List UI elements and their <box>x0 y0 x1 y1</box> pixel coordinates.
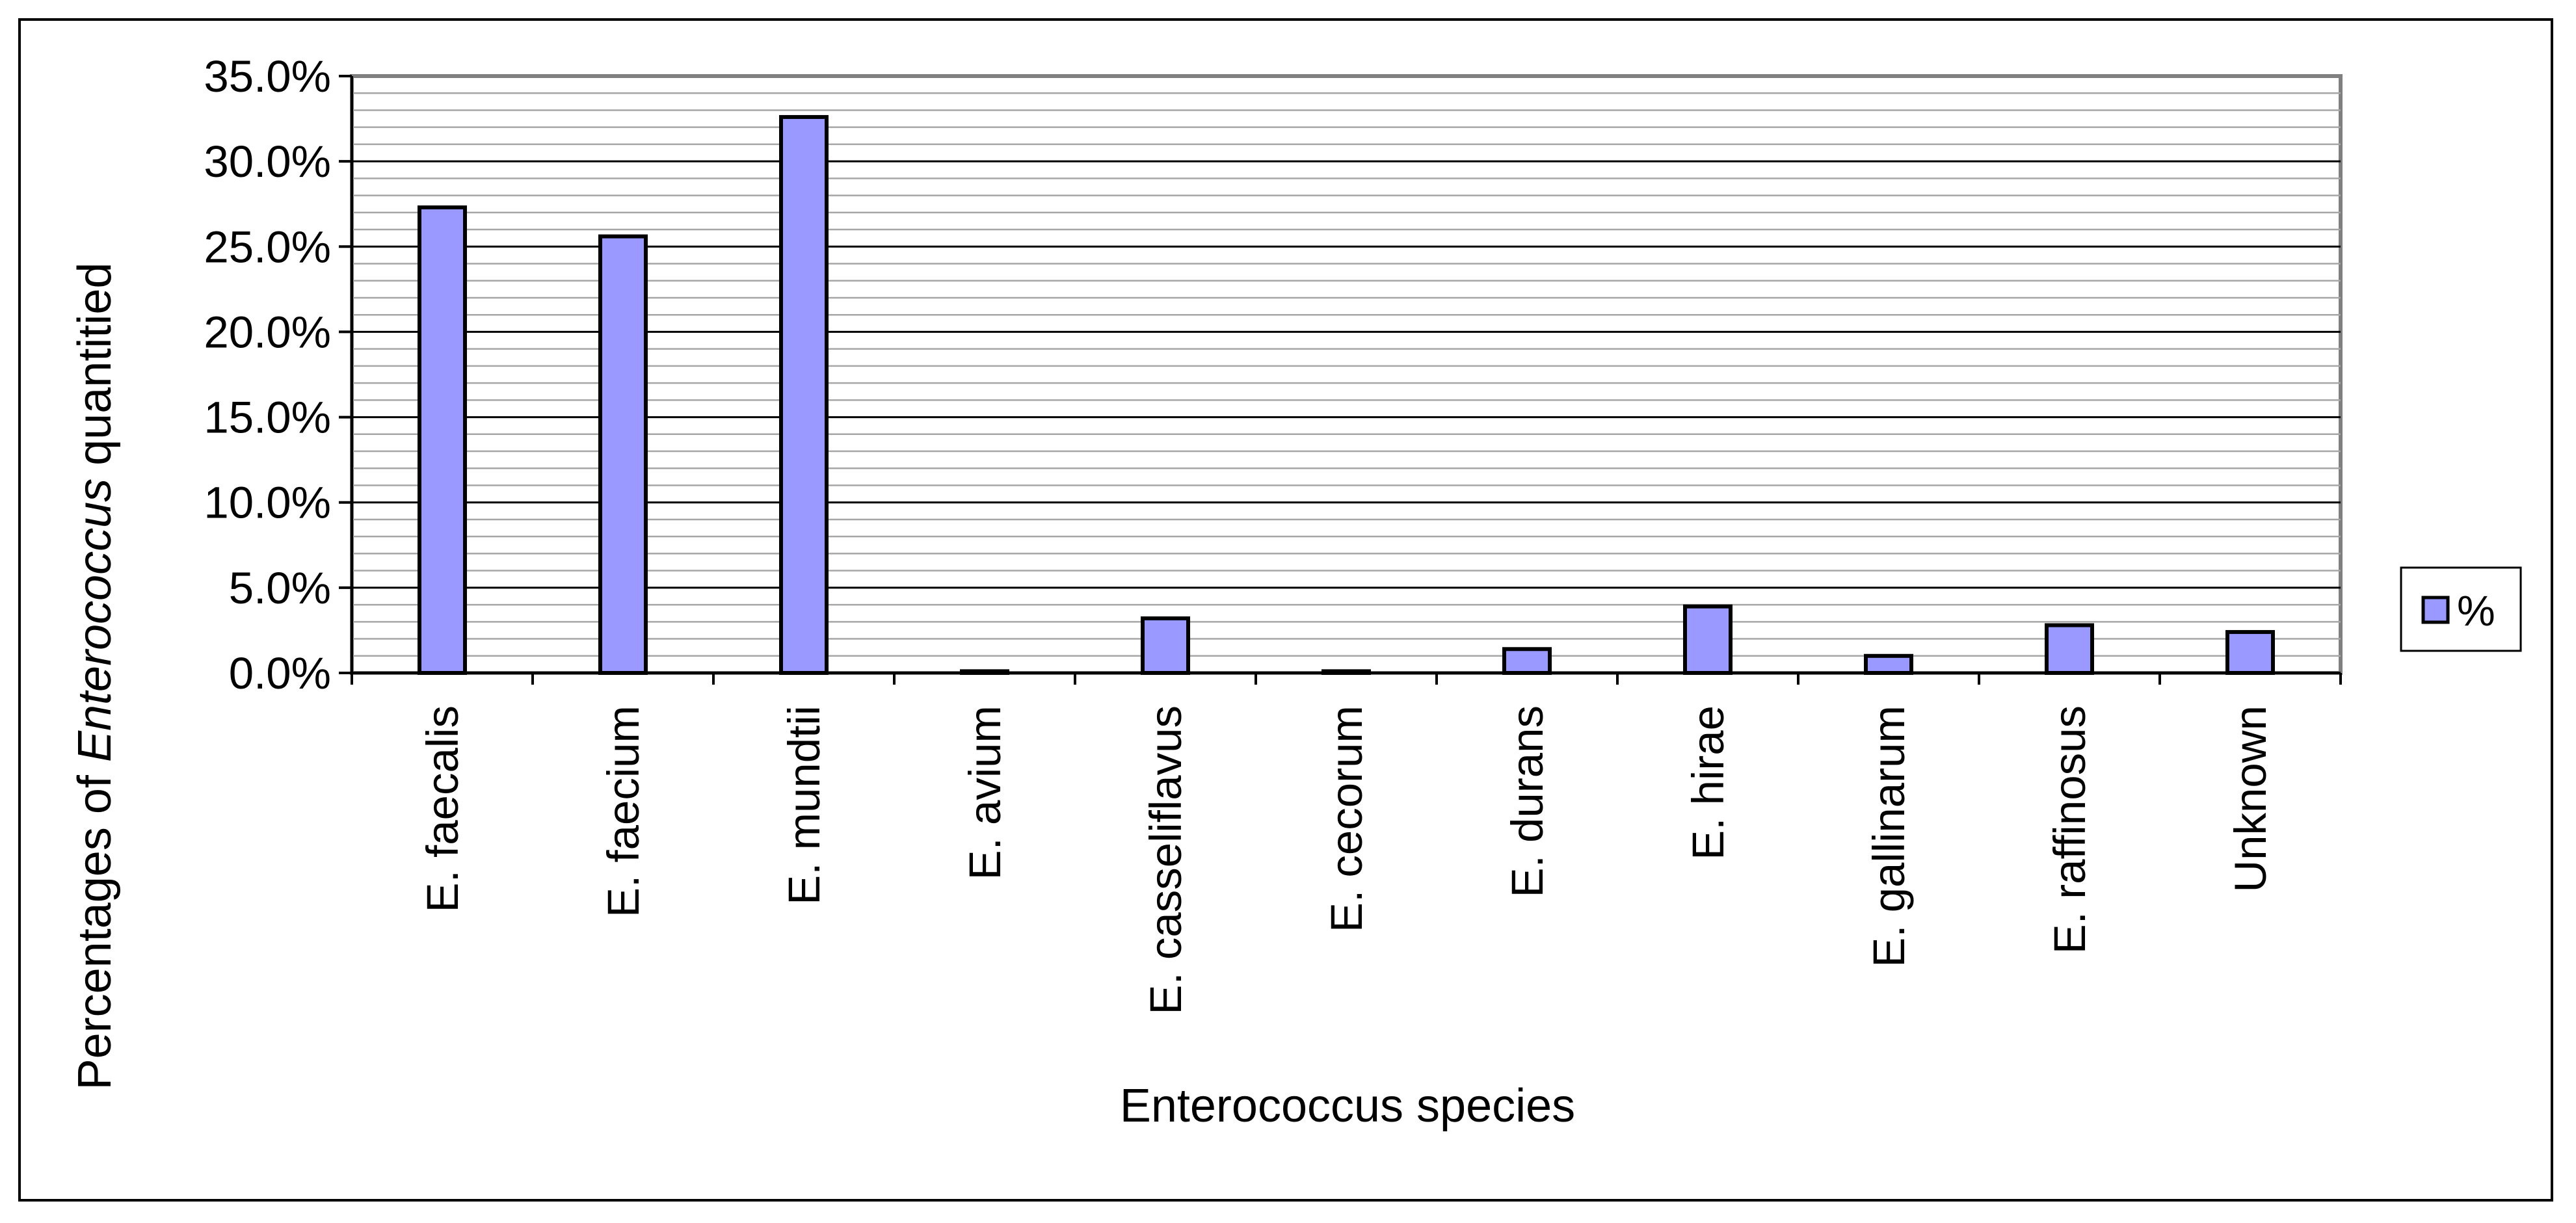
bar-7 <box>1502 647 1552 676</box>
y-tick-label: 15.0% <box>204 393 331 443</box>
x-category-label: E. raffinosus <box>2045 705 2095 954</box>
y-axis-title: Percentages of Enterococcus quantitied <box>69 263 121 1090</box>
y-tick-label: 0.0% <box>229 648 331 698</box>
y-tick-label: 20.0% <box>204 307 331 357</box>
x-category-label: E. faecium <box>598 705 648 917</box>
y-tick-label: 30.0% <box>204 137 331 187</box>
x-axis-category-labels: E. faecalis E. faecium E. mundtii E. avium E… <box>351 673 2342 1015</box>
x-category-label: E. faecalis <box>418 705 468 912</box>
x-category-label: E. casseliflavus <box>1141 705 1191 1015</box>
bar-2 <box>598 234 648 675</box>
y-tick-label: 35.0% <box>204 51 331 101</box>
legend-swatch <box>2421 596 2450 624</box>
plot-area <box>350 74 2343 675</box>
bar-8 <box>1683 604 1733 675</box>
y-tick-label: 5.0% <box>229 563 331 613</box>
x-category-label: Unknown <box>2225 705 2276 893</box>
x-category-label: E. avium <box>960 705 1010 880</box>
bars <box>418 114 2275 676</box>
y-tick-label: 25.0% <box>204 222 331 272</box>
y-axis-ticks: 0.0% 5.0% 10.0% 15.0% 20.0% 25.0% 30.0% 35.0% <box>204 51 352 698</box>
bar-10 <box>2045 623 2094 675</box>
x-category-label: E. hirae <box>1683 705 1733 860</box>
bar-11 <box>2225 630 2275 676</box>
bar-3 <box>779 114 829 676</box>
bar-9 <box>1864 653 1913 675</box>
x-category-label: E. cecorum <box>1321 705 1372 932</box>
x-category-label: E. durans <box>1502 705 1552 897</box>
plot-background <box>352 76 2341 673</box>
bar-1 <box>418 205 467 675</box>
gridlines <box>352 92 2341 657</box>
x-category-label: E. gallinarum <box>1864 705 1914 967</box>
legend-box <box>2400 566 2522 652</box>
legend-label: % <box>2457 586 2495 635</box>
axes <box>351 76 2341 674</box>
y-tick-label: 10.0% <box>204 478 331 528</box>
legend: % <box>2400 566 2522 652</box>
x-category-label: E. mundtii <box>779 705 829 905</box>
bar-5 <box>1141 616 1190 675</box>
x-axis-title: Enterococcus species <box>1120 1080 1575 1132</box>
